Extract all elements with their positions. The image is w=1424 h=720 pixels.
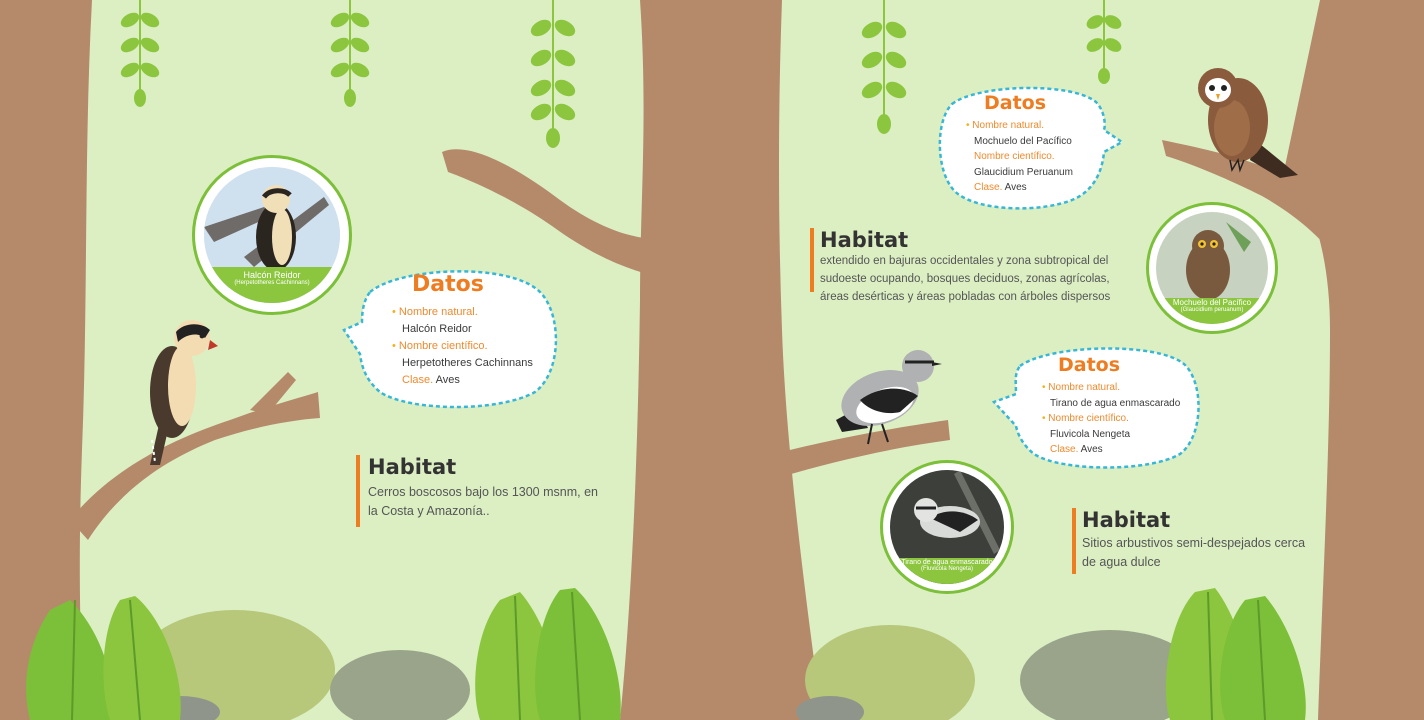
masked-water-tyrant-illustration (836, 350, 942, 445)
class-value: Aves (435, 374, 460, 386)
halcon-datos-bubble: Datos • Nombre natural. Halcón Reidor • … (340, 262, 560, 412)
halcon-caption-sci: (Herpetotheres Cachinnans) (234, 280, 310, 286)
common-name-label: Nombre natural. (1048, 382, 1120, 393)
datos-list: • Nombre natural. Halcón Reidor • Nombre… (392, 304, 533, 389)
halcon-photo (204, 167, 340, 303)
bubble-outline (938, 86, 1124, 210)
tirano-photo (890, 470, 1004, 584)
habitat-text-line: sudoeste ocupando, bosques deciduos, zon… (820, 273, 1110, 285)
common-name-label: Nombre natural. (972, 120, 1044, 131)
tirano-habitat: Habitat Sitios arbustivos semi-despejado… (1082, 508, 1312, 572)
owl-branch (1162, 140, 1332, 250)
habitat-accent-bar (810, 228, 814, 292)
habitat-accent-bar (1072, 508, 1076, 574)
datos-title: Datos (412, 272, 484, 297)
scientific-name-value: Fluvicola Nengeta (1050, 428, 1131, 440)
left-branch (70, 392, 320, 540)
bullet-icon: • (966, 120, 970, 131)
common-name-value: Mochuelo del Pacífico (974, 135, 1072, 147)
class-label: Clase. (402, 374, 434, 386)
mochuelo-datos-bubble: Datos • Nombre natural. Mochuelo del Pac… (932, 80, 1124, 212)
class-value: Aves (1080, 444, 1103, 455)
habitat-accent-bar (356, 455, 360, 527)
bubble-outline (342, 270, 558, 409)
habitat-text-line: Sitios arbustivos semi-despejados cerca (1082, 536, 1306, 550)
halcon-photo-medallion: Halcón Reidor (Herpetotheres Cachinnans) (192, 155, 352, 315)
datos-title: Datos (1058, 354, 1121, 376)
common-name-value: Tirano de agua enmascarado (1050, 397, 1181, 409)
class-label: Clase. (1050, 444, 1079, 455)
bullet-icon: • (392, 340, 396, 352)
habitat-text-line: áreas desérticas y áreas pobladas con ár… (820, 291, 1111, 303)
common-name-value: Halcón Reidor (402, 323, 472, 335)
bubble-outline (991, 347, 1200, 469)
left-edge-trunk (0, 0, 92, 720)
datos-list: • Nombre natural. Mochuelo del Pacífico … (966, 118, 1073, 196)
halcon-photo-caption: Halcón Reidor (Herpetotheres Cachinnans) (205, 270, 339, 286)
scientific-name-value: Glaucidium Peruanum (974, 166, 1073, 178)
center-right-branch (782, 420, 950, 476)
scientific-name-label: Nombre científico. (398, 340, 488, 352)
center-trunk (620, 0, 822, 720)
scientific-name-label: Nombre científico. (974, 151, 1055, 162)
mochuelo-habitat: Habitat extendido en bajuras occidentale… (820, 228, 1140, 306)
halcon-habitat: Habitat Cerros boscosos bajo los 1300 ms… (368, 455, 618, 521)
right-trunk (1280, 0, 1424, 720)
mochuelo-caption-name: Mochuelo del Pacífico (1172, 298, 1252, 307)
bullet-icon: • (1042, 382, 1046, 393)
tirano-caption-name: Tirano de agua enmascarado (901, 559, 993, 566)
halcon-caption-name: Halcón Reidor (243, 270, 301, 280)
mochuelo-caption-sci: (Glaucidium peruanum) (1180, 307, 1244, 313)
habitat-title: Habitat (820, 228, 909, 252)
habitat-text-line: de agua dulce (1082, 555, 1161, 569)
tirano-photo-caption: Tirano de agua enmascarado (Fluvicola Ne… (891, 559, 1003, 572)
datos-list: • Nombre natural. Tirano de agua enmasca… (1042, 380, 1180, 458)
mochuelo-photo-medallion: Mochuelo del Pacífico (Glaucidium peruan… (1146, 202, 1278, 334)
class-value: Aves (1004, 182, 1027, 193)
mochuelo-photo-caption: Mochuelo del Pacífico (Glaucidium peruan… (1157, 298, 1267, 313)
vines (120, 0, 1122, 148)
center-left-branch (442, 149, 650, 275)
tirano-photo-medallion: Tirano de agua enmascarado (Fluvicola Ne… (880, 460, 1014, 594)
common-name-label: Nombre natural. (398, 306, 478, 318)
habitat-text-line: la Costa y Amazonía.. (368, 504, 490, 518)
right-bushes (796, 588, 1306, 720)
class-label: Clase. (974, 182, 1003, 193)
habitat-text-line: Cerros boscosos bajo los 1300 msnm, en (368, 485, 598, 499)
bullet-icon: • (1042, 413, 1046, 424)
scientific-name-value: Herpetotheres Cachinnans (402, 357, 533, 369)
scientific-name-label: Nombre científico. (1048, 413, 1129, 424)
left-bushes (26, 588, 621, 720)
bullet-icon: • (392, 306, 396, 318)
tirano-caption-sci: (Fluvicola Nengeta) (920, 566, 974, 572)
tirano-datos-bubble: Datos • Nombre natural. Tirano de agua e… (990, 340, 1202, 472)
owl-illustration (1198, 68, 1298, 178)
habitat-title: Habitat (368, 455, 457, 479)
habitat-text-line: extendido en bajuras occidentales y zona… (820, 255, 1109, 267)
habitat-title: Habitat (1082, 508, 1171, 532)
laughing-falcon-illustration (150, 320, 218, 465)
datos-title: Datos (984, 92, 1047, 114)
